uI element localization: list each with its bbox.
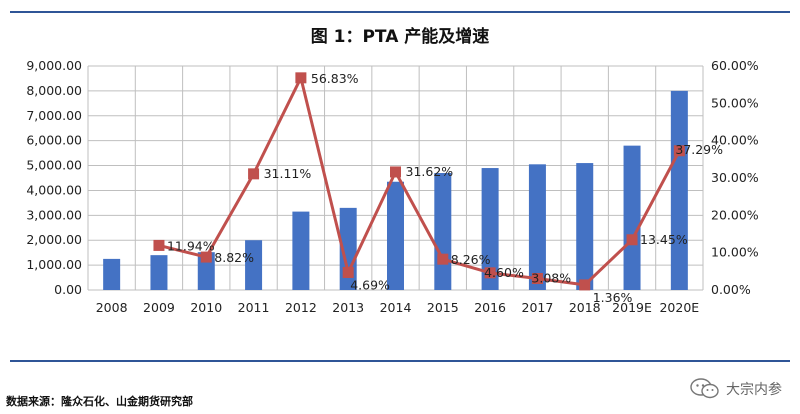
top-rule — [10, 11, 790, 13]
x-tick-label: 2014 — [380, 300, 412, 315]
data-label: 8.82% — [214, 250, 254, 265]
y-left-tick-label: 1,000.00 — [26, 257, 82, 272]
bar — [434, 173, 452, 290]
bar — [481, 168, 499, 290]
bar — [150, 255, 168, 290]
data-label: 4.60% — [484, 265, 524, 280]
bar — [576, 163, 594, 290]
y-right-tick-label: 30.00% — [711, 170, 759, 185]
x-tick-label: 2017 — [522, 300, 554, 315]
line-marker — [437, 253, 449, 265]
combo-chart: 0.00 1,000.00 2,000.00 3,000.00 4,000.00 5,00… — [26, 58, 758, 315]
x-tick-label: 2008 — [96, 300, 128, 315]
y-right-tick-label: 50.00% — [711, 95, 759, 110]
line-marker — [390, 166, 401, 178]
bar — [623, 145, 641, 290]
line-marker — [248, 168, 260, 180]
y-right-tick-label: 40.00% — [711, 133, 759, 148]
x-tick-label: 2012 — [285, 300, 317, 315]
data-label: 1.36% — [593, 290, 633, 305]
y-left-tick-label: 2,000.00 — [26, 232, 82, 247]
line-marker — [200, 251, 212, 263]
chart-title: 图 1：PTA 产能及增速 — [310, 27, 490, 47]
y-right-tick-label: 10.00% — [711, 245, 759, 260]
bar — [292, 211, 310, 290]
y-right-tick-label: 60.00% — [711, 58, 759, 73]
watermark: 大宗内参 — [690, 378, 782, 400]
y-left-tick-label: 3,000.00 — [26, 207, 82, 222]
line-marker — [153, 239, 165, 251]
y-left-tick-label: 5,000.00 — [26, 158, 82, 173]
growth-line — [158, 76, 681, 287]
x-tick-label: 2020E — [659, 300, 699, 315]
line-marker — [626, 234, 638, 246]
label-layer: 11.94%8.82% 31.11% 56.83% 4.69% 31.62% 8.26%4… — [167, 71, 723, 305]
bar — [245, 240, 263, 290]
y-right-tick-label: 0.00% — [711, 282, 751, 297]
y-left-tick-label: 0.00 — [54, 282, 82, 297]
x-tick-label: 2009 — [143, 300, 175, 315]
x-tick-label: 2013 — [332, 300, 364, 315]
data-label: 8.26% — [451, 252, 491, 267]
line-marker — [579, 279, 591, 291]
y-left-tick-label: 7,000.00 — [26, 108, 82, 123]
x-tick-label: 2010 — [190, 300, 222, 315]
y-left-tick-label: 9,000.00 — [26, 58, 82, 73]
line-marker — [673, 145, 685, 157]
source-note: 数据来源：隆众石化、山金期货研究部 — [6, 395, 193, 408]
data-label: 31.62% — [406, 164, 454, 179]
axis-layer: 0.00 1,000.00 2,000.00 3,000.00 4,000.00 5,00… — [26, 58, 758, 315]
data-label: 56.83% — [311, 71, 359, 86]
data-label: 11.94% — [167, 238, 215, 253]
line-marker — [484, 267, 496, 279]
x-tick-label: 2018 — [569, 300, 601, 315]
bar — [528, 164, 546, 290]
data-label: 4.69% — [350, 277, 390, 292]
data-label: 31.11% — [264, 166, 312, 181]
x-tick-label: 2011 — [238, 300, 270, 315]
data-label: 13.45% — [640, 232, 688, 247]
bottom-rule — [10, 360, 790, 362]
watermark-text: 大宗内参 — [726, 382, 782, 398]
y-right-tick-label: 20.00% — [711, 207, 759, 222]
line-marker — [342, 266, 354, 278]
y-left-tick-label: 4,000.00 — [26, 182, 82, 197]
line-layer — [153, 72, 685, 291]
line-marker — [295, 72, 307, 84]
wechat-icon — [690, 378, 720, 400]
x-tick-label: 2019E — [612, 300, 652, 315]
x-tick-label: 2016 — [474, 300, 506, 315]
data-label: 3.08% — [531, 271, 571, 286]
bar — [387, 181, 404, 290]
data-label: 37.29% — [675, 142, 723, 157]
bar — [670, 90, 688, 290]
y-left-tick-label: 6,000.00 — [26, 133, 82, 148]
line-marker — [531, 273, 543, 285]
y-left-tick-label: 8,000.00 — [26, 83, 82, 98]
x-tick-label: 2015 — [427, 300, 459, 315]
bar — [103, 258, 121, 290]
